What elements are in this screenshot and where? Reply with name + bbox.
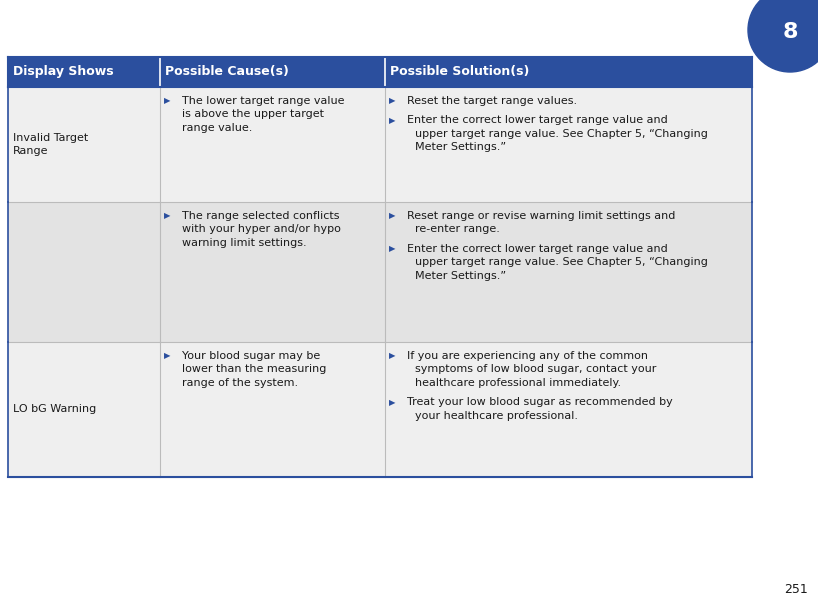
Text: symptoms of low blood sugar, contact your: symptoms of low blood sugar, contact you… — [415, 364, 656, 375]
Text: Enter the correct lower target range value and: Enter the correct lower target range val… — [407, 116, 667, 125]
Text: 8: 8 — [782, 22, 798, 42]
Text: with your hyper and/or hypo: with your hyper and/or hypo — [182, 224, 341, 234]
Text: Reset range or revise warning limit settings and: Reset range or revise warning limit sett… — [407, 211, 676, 221]
Text: LO bG Warning: LO bG Warning — [13, 404, 97, 415]
Text: Meter Settings.”: Meter Settings.” — [415, 142, 506, 152]
Text: ▶: ▶ — [389, 96, 395, 105]
Text: range value.: range value. — [182, 123, 253, 133]
Text: Invalid Target: Invalid Target — [13, 133, 88, 143]
Text: Possible Solution(s): Possible Solution(s) — [390, 66, 529, 78]
Circle shape — [748, 0, 818, 72]
Text: upper target range value. See Chapter 5, “Changing: upper target range value. See Chapter 5,… — [415, 129, 708, 139]
Text: ▶: ▶ — [389, 211, 395, 220]
Text: The range selected conflicts: The range selected conflicts — [182, 211, 339, 221]
Text: ▶: ▶ — [389, 398, 395, 407]
Text: Display Shows: Display Shows — [13, 66, 114, 78]
Bar — [8, 342, 752, 477]
Text: If you are experiencing any of the common: If you are experiencing any of the commo… — [407, 351, 648, 361]
Text: warning limit settings.: warning limit settings. — [182, 238, 307, 247]
Text: ▶: ▶ — [389, 351, 395, 360]
Text: is above the upper target: is above the upper target — [182, 109, 324, 119]
Text: Your blood sugar may be: Your blood sugar may be — [182, 351, 321, 361]
Text: lower than the measuring: lower than the measuring — [182, 364, 326, 375]
Text: Treat your low blood sugar as recommended by: Treat your low blood sugar as recommende… — [407, 397, 672, 407]
Text: ▶: ▶ — [164, 211, 170, 220]
Text: 251: 251 — [784, 583, 808, 596]
Bar — [8, 202, 752, 342]
Text: The lower target range value: The lower target range value — [182, 95, 344, 106]
Text: healthcare professional immediately.: healthcare professional immediately. — [415, 378, 621, 388]
Text: re-enter range.: re-enter range. — [415, 224, 500, 234]
Text: ▶: ▶ — [164, 96, 170, 105]
Text: Enter the correct lower target range value and: Enter the correct lower target range val… — [407, 244, 667, 254]
Text: Meter Settings.”: Meter Settings.” — [415, 271, 506, 281]
Text: Possible Cause(s): Possible Cause(s) — [165, 66, 289, 78]
Text: ▶: ▶ — [389, 116, 395, 125]
Text: upper target range value. See Chapter 5, “Changing: upper target range value. See Chapter 5,… — [415, 257, 708, 268]
Text: range of the system.: range of the system. — [182, 378, 298, 388]
Text: ▶: ▶ — [389, 244, 395, 253]
Bar — [8, 87, 752, 202]
Text: ▶: ▶ — [164, 351, 170, 360]
Text: Range: Range — [13, 147, 48, 156]
Bar — [8, 57, 752, 87]
Text: Reset the target range values.: Reset the target range values. — [407, 95, 578, 106]
Text: your healthcare professional.: your healthcare professional. — [415, 411, 578, 421]
